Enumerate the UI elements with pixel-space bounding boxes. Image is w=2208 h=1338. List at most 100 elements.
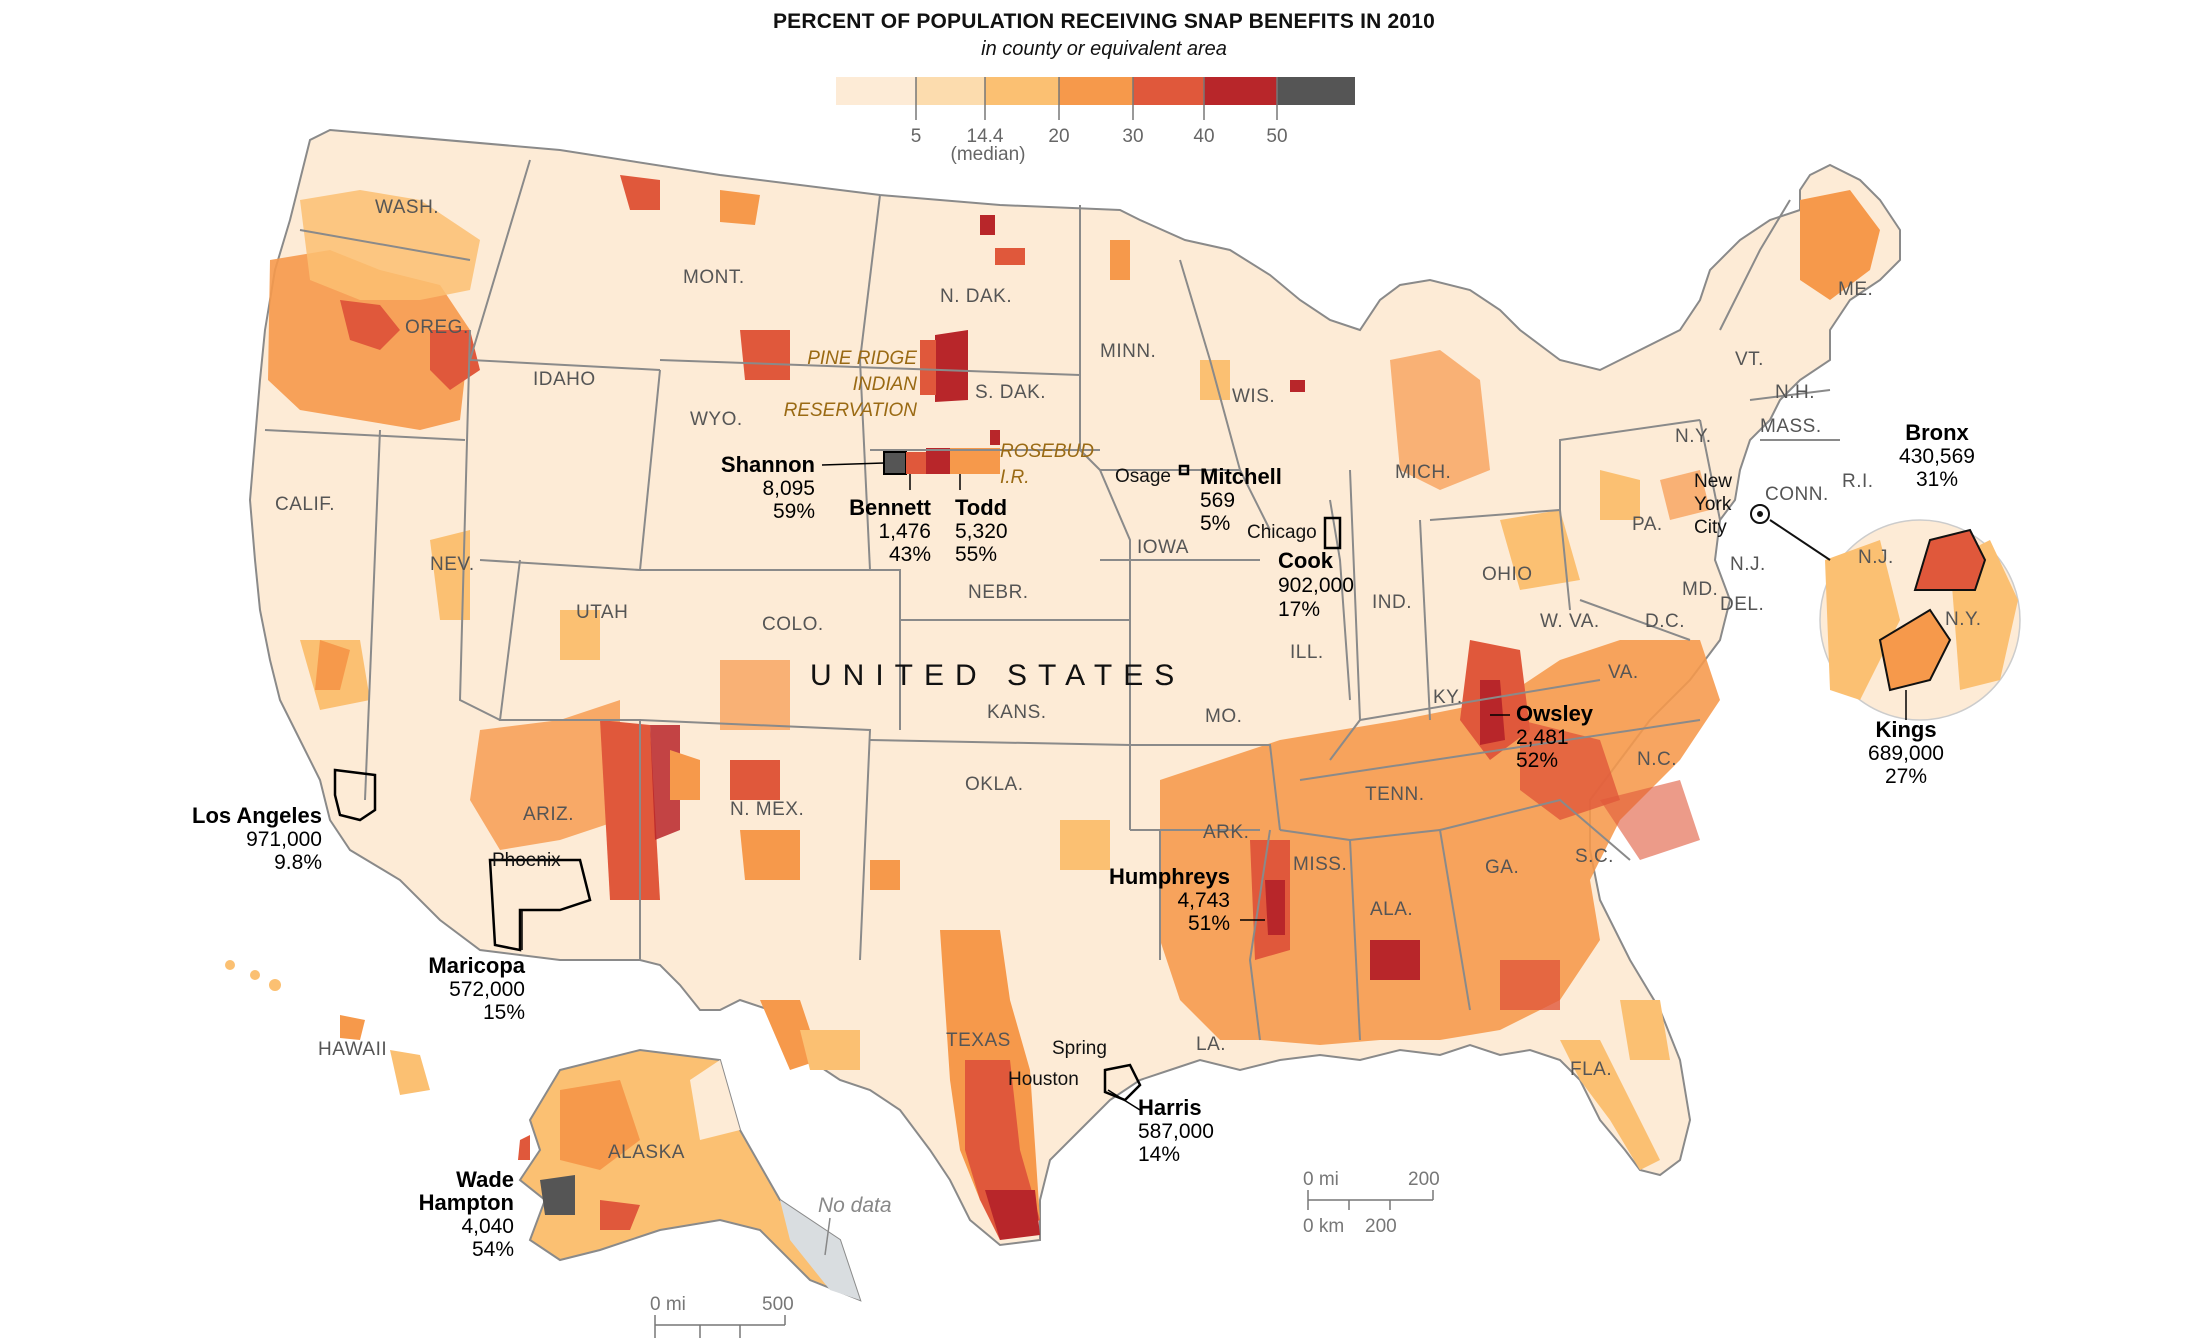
legend-tick-5: 5 bbox=[911, 126, 922, 147]
label-conn: CONN. bbox=[1765, 484, 1829, 505]
label-wyo: WYO. bbox=[690, 409, 743, 430]
legend-bin-1 bbox=[836, 77, 916, 105]
callout-shannon: Shannon 8,095 59% bbox=[721, 452, 815, 523]
label-nj-inset: N.J. bbox=[1858, 547, 1894, 568]
bronx-pct: 31% bbox=[1916, 468, 1958, 491]
callout-owsley: Owsley 2,481 52% bbox=[1516, 701, 1594, 772]
label-ri: R.I. bbox=[1842, 471, 1874, 492]
scale-main-km-max: 200 bbox=[1365, 1216, 1397, 1237]
mitchell-pop: 569 bbox=[1200, 489, 1235, 512]
harris-pct: 14% bbox=[1138, 1143, 1180, 1166]
callout-kings: Kings 689,000 27% bbox=[1868, 717, 1944, 788]
city-osage: Osage bbox=[1115, 466, 1171, 487]
label-wis: WIS. bbox=[1232, 386, 1275, 407]
label-fla: FLA. bbox=[1570, 1059, 1612, 1080]
nyc-inset bbox=[1750, 504, 2021, 721]
legend-bin-7 bbox=[1277, 77, 1355, 105]
scale-main-km-zero: 0 km bbox=[1303, 1216, 1344, 1237]
label-colo: COLO. bbox=[762, 614, 824, 635]
label-idaho: IDAHO bbox=[533, 369, 596, 390]
humphreys-name: Humphreys bbox=[1109, 864, 1230, 889]
los-angeles-name: Los Angeles bbox=[192, 803, 322, 828]
label-nc: N.C. bbox=[1637, 749, 1677, 770]
legend-tick-50: 50 bbox=[1266, 126, 1287, 147]
legend-bin-4 bbox=[1059, 77, 1133, 105]
mitchell-name: Mitchell bbox=[1200, 464, 1282, 489]
county-outlines bbox=[333, 464, 1342, 1102]
los-angeles-pct: 9.8% bbox=[274, 851, 322, 874]
kings-name: Kings bbox=[1875, 717, 1936, 742]
humphreys-pop: 4,743 bbox=[1177, 889, 1230, 912]
label-ky: KY. bbox=[1433, 687, 1463, 708]
shannon-pct: 59% bbox=[773, 500, 815, 523]
callout-cook: Cook 902,000 17% bbox=[1278, 548, 1354, 621]
callout-todd: Todd 5,320 55% bbox=[955, 495, 1008, 566]
reservation-labels: PINE RIDGE INDIAN RESERVATION ROSEBUD I.… bbox=[784, 348, 1095, 488]
harris-pop: 587,000 bbox=[1138, 1120, 1214, 1143]
alaska-no-data-area bbox=[780, 1200, 860, 1300]
label-nh: N.H. bbox=[1775, 382, 1815, 403]
wade-hampton-name-1: Wade bbox=[456, 1167, 514, 1192]
bronx-shape bbox=[1913, 528, 1987, 591]
todd-name: Todd bbox=[955, 495, 1007, 520]
label-mass: MASS. bbox=[1760, 416, 1822, 437]
maricopa-pct: 15% bbox=[483, 1001, 525, 1024]
legend-median-note: (median) bbox=[951, 144, 1026, 165]
label-vt: VT. bbox=[1735, 349, 1764, 370]
hawaii bbox=[225, 960, 430, 1095]
legend-bin-5 bbox=[1133, 77, 1204, 105]
label-okla: OKLA. bbox=[965, 774, 1023, 795]
todd-pct: 55% bbox=[955, 543, 997, 566]
label-minn: MINN. bbox=[1100, 341, 1156, 362]
kings-shape bbox=[1878, 608, 1952, 692]
todd-pop: 5,320 bbox=[955, 520, 1008, 543]
label-ill: ILL. bbox=[1290, 642, 1324, 663]
label-la: LA. bbox=[1196, 1034, 1226, 1055]
city-nyc-line-2: York bbox=[1694, 494, 1732, 515]
bronx-pop: 430,569 bbox=[1899, 445, 1975, 468]
label-sdak: S. DAK. bbox=[975, 382, 1046, 403]
wade-hampton-name-2: Hampton bbox=[419, 1190, 514, 1215]
callout-bronx: Bronx 430,569 31% bbox=[1899, 420, 1975, 491]
city-phoenix: Phoenix bbox=[492, 850, 561, 871]
shannon-name: Shannon bbox=[721, 452, 815, 477]
shannon-pop: 8,095 bbox=[762, 477, 815, 500]
legend-bin-6 bbox=[1204, 77, 1277, 105]
legend-tick-median: 14.4 bbox=[967, 126, 1004, 147]
label-wva: W. VA. bbox=[1540, 611, 1600, 632]
label-nev: NEV. bbox=[430, 554, 475, 575]
label-nj: N.J. bbox=[1730, 554, 1766, 575]
pine-ridge-line-1: PINE RIDGE bbox=[807, 348, 917, 369]
pine-ridge-line-2: INDIAN bbox=[853, 374, 918, 395]
label-mont: MONT. bbox=[683, 267, 745, 288]
callout-mitchell: Mitchell 569 5% bbox=[1200, 464, 1282, 535]
harris-name: Harris bbox=[1138, 1095, 1202, 1120]
label-hawaii: HAWAII bbox=[318, 1039, 387, 1060]
state-borders bbox=[264, 159, 1840, 1041]
owsley-pct: 52% bbox=[1516, 749, 1558, 772]
bennett-pct: 43% bbox=[889, 543, 931, 566]
cook-pct: 17% bbox=[1278, 598, 1320, 621]
rosebud-line-1: ROSEBUD bbox=[1000, 441, 1094, 462]
label-va: VA. bbox=[1608, 662, 1639, 683]
label-md: MD. bbox=[1682, 579, 1718, 600]
state-labels: WASH. OREG. CALIF. IDAHO NEV. MONT. WYO.… bbox=[275, 197, 1981, 1163]
wade-hampton-pct: 54% bbox=[472, 1238, 514, 1261]
label-ind: IND. bbox=[1372, 592, 1412, 613]
city-nyc-line-3: City bbox=[1694, 517, 1727, 538]
label-ohio: OHIO bbox=[1482, 564, 1533, 585]
maricopa-name: Maricopa bbox=[428, 953, 525, 978]
legend-bin-3 bbox=[985, 77, 1059, 105]
map-title: PERCENT OF POPULATION RECEIVING SNAP BEN… bbox=[772, 10, 1436, 33]
city-nyc-line-1: New bbox=[1694, 471, 1732, 492]
label-kans: KANS. bbox=[987, 702, 1047, 723]
label-me: ME. bbox=[1838, 279, 1873, 300]
map-subtitle: in county or equivalent area bbox=[981, 38, 1227, 60]
city-chicago: Chicago bbox=[1247, 522, 1317, 543]
los-angeles-pop: 971,000 bbox=[246, 828, 322, 851]
bronx-name: Bronx bbox=[1905, 420, 1969, 445]
scale-bar-alaska: 0 mi 500 bbox=[650, 1294, 794, 1338]
label-ark: ARK. bbox=[1203, 822, 1249, 843]
callout-humphreys: Humphreys 4,743 51% bbox=[1109, 864, 1230, 935]
